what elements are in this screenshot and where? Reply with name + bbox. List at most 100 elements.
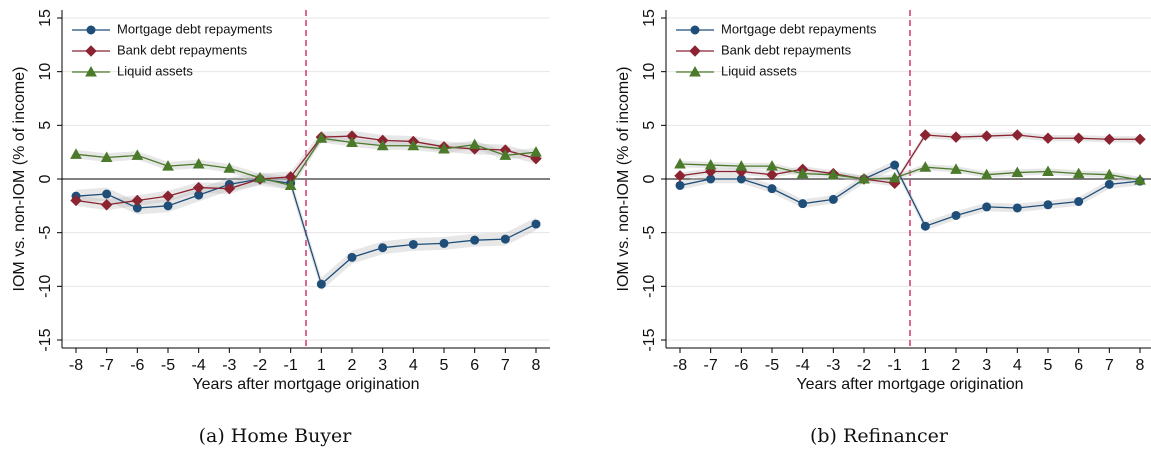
marker — [798, 199, 808, 209]
marker — [766, 160, 778, 171]
marker — [1134, 133, 1146, 145]
marker — [408, 239, 418, 249]
legend-label: Liquid assets — [721, 63, 797, 78]
y-tick-label: -15 — [37, 328, 54, 351]
legend-marker — [690, 25, 700, 35]
x-tick-label: 2 — [952, 357, 961, 374]
marker — [376, 139, 389, 151]
x-tick-label: -6 — [130, 357, 144, 374]
x-axis-title: Years after mortgage origination — [192, 376, 419, 393]
marker — [470, 235, 480, 245]
marker — [347, 252, 357, 262]
x-tick-label: -8 — [673, 357, 687, 374]
x-tick-label: -3 — [222, 357, 236, 374]
x-tick-label: -1 — [284, 357, 298, 374]
marker — [468, 138, 481, 150]
marker — [192, 181, 205, 194]
y-tick-label: -10 — [37, 275, 54, 298]
marker — [439, 238, 449, 248]
x-tick-label: 2 — [348, 357, 357, 374]
marker — [888, 171, 901, 183]
x-tick-label: -1 — [888, 357, 902, 374]
marker — [102, 189, 112, 199]
marker — [162, 190, 174, 202]
marker — [407, 139, 420, 151]
y-tick-label: 15 — [37, 9, 54, 27]
marker — [378, 243, 388, 253]
marker — [827, 168, 840, 180]
y-tick-label: 0 — [37, 174, 54, 183]
series-line — [75, 178, 537, 286]
marker — [1104, 179, 1114, 189]
legend-marker — [86, 25, 96, 35]
marker — [284, 179, 297, 190]
marker — [980, 168, 993, 180]
x-tick-label: -4 — [192, 357, 206, 374]
marker — [704, 159, 717, 170]
marker — [254, 171, 266, 183]
x-tick-label: -4 — [796, 357, 810, 374]
y-tick-label: -5 — [37, 225, 54, 239]
x-tick-label: 6 — [1074, 357, 1083, 374]
x-tick-label: 5 — [1044, 357, 1053, 374]
x-tick-label: -2 — [857, 357, 871, 374]
marker — [315, 132, 328, 143]
marker — [920, 221, 930, 231]
x-tick-label: -6 — [734, 357, 748, 374]
marker — [858, 172, 870, 184]
legend-label: Mortgage debt repayments — [721, 21, 877, 36]
x-tick-label: -7 — [100, 357, 114, 374]
marker — [674, 157, 686, 169]
panel: -15 -10 -5 0 5 10 15 -8 -7 -6 -5 -4 -3 -2 -1 1 2 3 4 5 6 7 8 Ye… — [615, 9, 1151, 447]
y-tick-label: 10 — [641, 63, 658, 81]
marker — [530, 146, 542, 157]
y-tick-label: 10 — [37, 63, 54, 81]
marker — [100, 199, 113, 211]
x-tick-label: -2 — [253, 357, 267, 374]
x-tick-label: 7 — [1105, 357, 1114, 374]
y-axis-title: IOM vs. non-IOM (% of income) — [615, 67, 632, 292]
legend-label: Mortgage debt repayments — [117, 21, 273, 36]
x-tick-label: 3 — [982, 357, 991, 374]
marker — [223, 162, 236, 173]
marker — [346, 136, 358, 148]
x-tick-label: 6 — [470, 357, 479, 374]
y-tick-label: -10 — [641, 275, 658, 298]
legend-marker — [689, 65, 701, 77]
y-tick-label: 5 — [641, 121, 658, 130]
marker — [767, 184, 777, 194]
y-tick-label: -15 — [641, 328, 658, 351]
marker — [192, 157, 205, 169]
marker — [675, 180, 685, 190]
marker — [950, 131, 962, 143]
marker — [1011, 166, 1024, 178]
y-tick-label: 5 — [37, 121, 54, 130]
x-tick-label: 5 — [440, 357, 449, 374]
marker — [1072, 132, 1085, 144]
marker — [500, 234, 510, 244]
marker — [982, 202, 992, 212]
x-tick-label: -3 — [826, 357, 840, 374]
marker — [163, 201, 173, 211]
marker — [1012, 203, 1022, 213]
marker — [1103, 133, 1116, 145]
series-line — [75, 135, 537, 206]
marker — [100, 151, 113, 163]
panel: -15 -10 -5 0 5 10 15 -8 -7 -6 -5 -4 -3 -2 -1 1 2 3 4 5 6 7 8 Ye… — [11, 9, 550, 447]
legend-marker — [689, 45, 701, 57]
marker — [1043, 200, 1053, 210]
series-line — [679, 164, 1141, 228]
marker — [1074, 197, 1084, 207]
marker — [1103, 168, 1116, 180]
x-axis-title: Years after mortgage origination — [796, 376, 1023, 393]
marker — [828, 194, 838, 204]
marker — [1011, 129, 1024, 141]
marker — [223, 182, 236, 195]
x-tick-label: -5 — [765, 357, 779, 374]
marker — [131, 149, 144, 160]
x-tick-label: 3 — [378, 357, 387, 374]
caption: (a) Home Buyer — [199, 425, 353, 447]
marker — [316, 279, 326, 289]
marker — [1134, 174, 1146, 185]
